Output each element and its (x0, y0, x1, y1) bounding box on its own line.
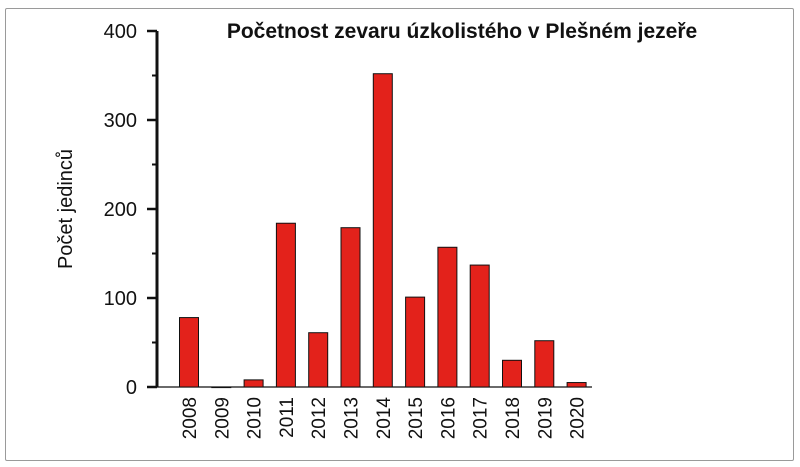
bar-2008 (179, 317, 199, 388)
bar-2010 (243, 379, 264, 388)
bar-2018 (502, 359, 522, 388)
y-tick-label: 100 (104, 288, 137, 310)
bar-2011 (275, 222, 296, 388)
bar-2014 (372, 73, 393, 388)
x-tick-label: 2014 (374, 397, 395, 440)
chart-title: Početnost zevaru úzkolistého v Plešném j… (227, 20, 697, 43)
y-ticks: 0 100 200 300 400 (104, 21, 157, 399)
bars (179, 73, 587, 389)
x-tick-label: 2012 (309, 397, 330, 439)
bar-2013 (340, 227, 361, 388)
x-tick-label: 2018 (503, 397, 524, 439)
y-tick-label: 300 (104, 110, 137, 132)
x-tick-label: 2008 (180, 397, 201, 439)
x-tick-label: 2020 (568, 397, 589, 439)
y-tick-label: 200 (104, 199, 137, 221)
y-axis-label: Počet jedinců (55, 149, 77, 269)
x-tick-label: 2016 (438, 397, 459, 439)
x-tick-label: 2015 (406, 397, 427, 439)
y-tick-label: 400 (104, 21, 137, 43)
bar-2017 (469, 264, 490, 388)
x-tick-label: 2019 (535, 397, 556, 439)
bar-2012 (308, 332, 329, 388)
x-tick-label: 2011 (277, 397, 298, 438)
bar-2015 (405, 296, 426, 388)
y-tick-label: 0 (126, 377, 137, 399)
x-ticks: 2008 2009 2010 2011 2012 2013 2014 2015 2016 2017… (180, 397, 589, 440)
x-tick-label: 2009 (212, 397, 233, 439)
bar-2009 (211, 386, 232, 389)
x-tick-label: 2010 (245, 397, 266, 439)
bar-2020 (566, 382, 587, 388)
chart-frame (5, 8, 794, 461)
bar-2019 (534, 340, 555, 388)
bar-2016 (437, 246, 458, 388)
x-tick-label: 2013 (342, 397, 363, 439)
x-tick-label: 2017 (471, 397, 492, 439)
